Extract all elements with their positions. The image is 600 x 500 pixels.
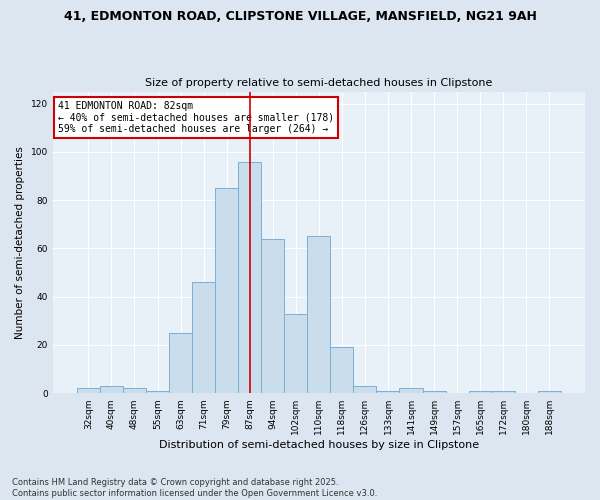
- X-axis label: Distribution of semi-detached houses by size in Clipstone: Distribution of semi-detached houses by …: [159, 440, 479, 450]
- Bar: [400, 388, 422, 393]
- Bar: [469, 391, 491, 393]
- Text: 41, EDMONTON ROAD, CLIPSTONE VILLAGE, MANSFIELD, NG21 9AH: 41, EDMONTON ROAD, CLIPSTONE VILLAGE, MA…: [64, 10, 536, 23]
- Bar: [307, 236, 331, 393]
- Title: Size of property relative to semi-detached houses in Clipstone: Size of property relative to semi-detach…: [145, 78, 493, 88]
- Bar: [353, 386, 376, 393]
- Bar: [284, 314, 307, 393]
- Bar: [215, 188, 238, 393]
- Bar: [100, 386, 123, 393]
- Bar: [146, 391, 169, 393]
- Bar: [491, 391, 515, 393]
- Bar: [422, 391, 446, 393]
- Bar: [123, 388, 146, 393]
- Bar: [376, 391, 400, 393]
- Bar: [331, 348, 353, 393]
- Y-axis label: Number of semi-detached properties: Number of semi-detached properties: [15, 146, 25, 339]
- Bar: [192, 282, 215, 393]
- Bar: [261, 239, 284, 393]
- Bar: [77, 388, 100, 393]
- Bar: [238, 162, 261, 393]
- Bar: [169, 333, 192, 393]
- Text: Contains HM Land Registry data © Crown copyright and database right 2025.
Contai: Contains HM Land Registry data © Crown c…: [12, 478, 377, 498]
- Text: 41 EDMONTON ROAD: 82sqm
← 40% of semi-detached houses are smaller (178)
59% of s: 41 EDMONTON ROAD: 82sqm ← 40% of semi-de…: [58, 100, 334, 134]
- Bar: [538, 391, 561, 393]
